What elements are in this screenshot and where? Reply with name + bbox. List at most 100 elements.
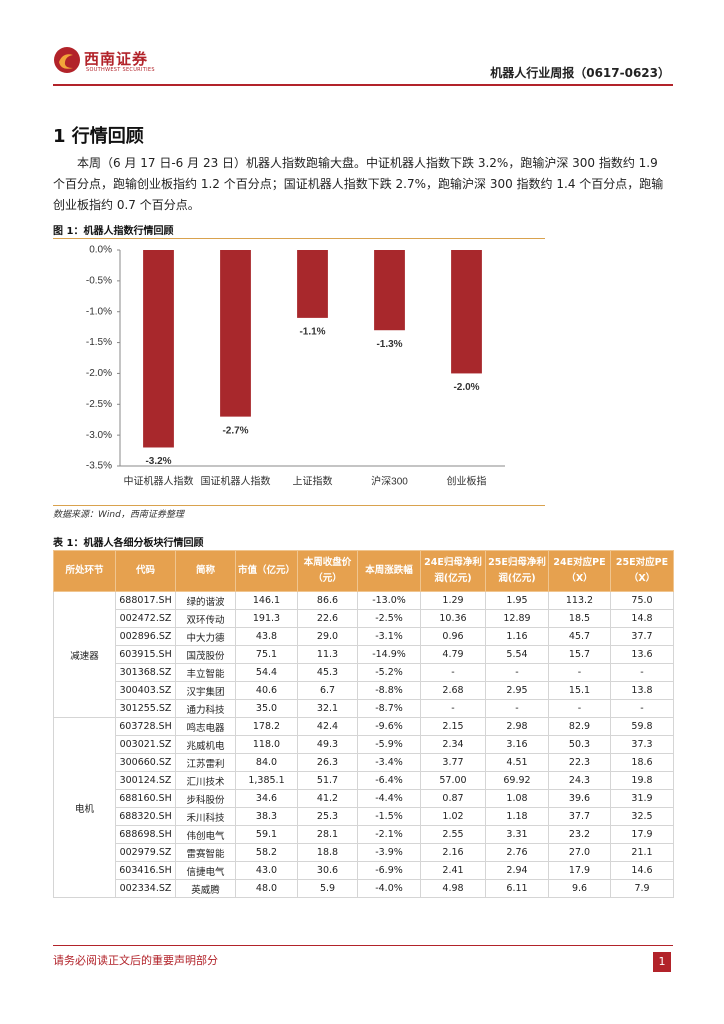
table-cell: 301255.SZ xyxy=(115,699,176,718)
table-cell: -6.9% xyxy=(357,861,421,880)
table-cell: 002334.SZ xyxy=(115,879,176,898)
table-cell: -1.5% xyxy=(357,807,421,826)
table-cell: 37.7 xyxy=(548,807,611,826)
table-cell: 37.3 xyxy=(610,735,674,754)
table-cell: 14.8 xyxy=(610,609,674,628)
table-cell: 688320.SH xyxy=(115,807,176,826)
section-heading: 1 行情回顾 xyxy=(53,126,144,147)
table-cell: -3.9% xyxy=(357,843,421,862)
table-cell: -8.8% xyxy=(357,681,421,700)
table-cell: 10.36 xyxy=(420,609,486,628)
table-row: 688160.SH 步科股份 34.6 41.2 -4.4% 0.87 1.08 39.6 31… xyxy=(54,789,674,808)
value-label: -2.0% xyxy=(453,382,479,393)
bar xyxy=(220,250,251,417)
table-cell: 17.9 xyxy=(548,861,611,880)
table-cell: 15.1 xyxy=(548,681,611,700)
table-cell: 1.29 xyxy=(420,591,486,610)
y-tick-label: -3.5% xyxy=(86,461,112,472)
table-cell: 14.6 xyxy=(610,861,674,880)
y-tick-label: -2.0% xyxy=(86,368,112,379)
table-cell: 15.7 xyxy=(548,645,611,664)
table-cell: 11.3 xyxy=(297,645,358,664)
table-cell: 002979.SZ xyxy=(115,843,176,862)
table-cell: - xyxy=(420,699,486,718)
y-tick-label: -2.5% xyxy=(86,399,112,410)
table-cell: 191.3 xyxy=(235,609,298,628)
caption-rule xyxy=(53,238,545,239)
y-tick-label: -1.0% xyxy=(86,306,112,317)
table-cell: 57.00 xyxy=(420,771,486,790)
table-row: 002896.SZ 中大力德 43.8 29.0 -3.1% 0.96 1.16 45.7 37… xyxy=(54,627,674,646)
table-cell: 75.0 xyxy=(610,591,674,610)
table-row: 603915.SH 国茂股份 75.1 11.3 -14.9% 4.79 5.54 15.7 1… xyxy=(54,645,674,664)
table-cell: 43.8 xyxy=(235,627,298,646)
header-cell: 市值（亿元） xyxy=(235,550,298,592)
table-cell: 49.3 xyxy=(297,735,358,754)
y-tick-label: 0.0% xyxy=(89,245,112,256)
table-cell: 003021.SZ xyxy=(115,735,176,754)
table-cell: 42.4 xyxy=(297,717,358,736)
table-row: 688320.SH 禾川科技 38.3 25.3 -1.5% 1.02 1.18 37.7 32… xyxy=(54,807,674,826)
table-cell: - xyxy=(485,663,549,682)
table-cell: 5.54 xyxy=(485,645,549,664)
table-cell: 双环传动 xyxy=(175,609,236,628)
table-cell: 82.9 xyxy=(548,717,611,736)
table-cell: -9.6% xyxy=(357,717,421,736)
x-tick-label: 中证机器人指数 xyxy=(124,475,194,488)
table-cell: 18.6 xyxy=(610,753,674,772)
table-cell: 41.2 xyxy=(297,789,358,808)
table-cell: 28.1 xyxy=(297,825,358,844)
table-cell: 32.1 xyxy=(297,699,358,718)
table-cell: -4.0% xyxy=(357,879,421,898)
segment-cell: 电机 xyxy=(53,717,116,898)
table-cell: 146.1 xyxy=(235,591,298,610)
table-row: 减速器 688017.SH 绿的谐波 146.1 86.6 -13.0% 1.29 1.95 1… xyxy=(53,591,674,718)
x-tick-label: 创业板指 xyxy=(447,475,487,488)
header-cell: 25E归母净利润(亿元) xyxy=(485,550,549,592)
table-row: 002334.SZ 英威腾 48.0 5.9 -4.0% 4.98 6.11 9.6 7.9 xyxy=(54,879,674,898)
table-row: 301255.SZ 通力科技 35.0 32.1 -8.7% - - - - xyxy=(54,699,674,718)
table-cell: 江苏雷利 xyxy=(175,753,236,772)
table-cell: - xyxy=(548,699,611,718)
value-label: -1.3% xyxy=(376,339,402,350)
table-cell: 22.3 xyxy=(548,753,611,772)
header-cell: 本周涨跌幅 xyxy=(357,550,421,592)
table-cell: 23.2 xyxy=(548,825,611,844)
table-cell: 2.94 xyxy=(485,861,549,880)
table-cell: 118.0 xyxy=(235,735,298,754)
table-cell: 300403.SZ xyxy=(115,681,176,700)
table-cell: 通力科技 xyxy=(175,699,236,718)
table-cell: 43.0 xyxy=(235,861,298,880)
footer-notice: 请务必阅读正文后的重要声明部分 xyxy=(53,954,218,967)
table-cell: 54.4 xyxy=(235,663,298,682)
table-cell: 绿的谐波 xyxy=(175,591,236,610)
y-tick-label: -0.5% xyxy=(86,275,112,286)
table-cell: 688160.SH xyxy=(115,789,176,808)
table-cell: 2.55 xyxy=(420,825,486,844)
table-cell: 2.68 xyxy=(420,681,486,700)
table-cell: 信捷电气 xyxy=(175,861,236,880)
table-cell: 1.02 xyxy=(420,807,486,826)
x-tick-label: 国证机器人指数 xyxy=(201,475,271,488)
table-cell: 69.92 xyxy=(485,771,549,790)
table-cell: 雷赛智能 xyxy=(175,843,236,862)
table-cell: 688698.SH xyxy=(115,825,176,844)
source-note: 数据来源：Wind，西南证券整理 xyxy=(53,510,184,520)
table-cell: 37.7 xyxy=(610,627,674,646)
paragraph: 本周（6 月 17 日-6 月 23 日）机器人指数跑输大盘。中证机器人指数下跌… xyxy=(53,156,664,212)
table-cell: 21.1 xyxy=(610,843,674,862)
table-cell: 3.16 xyxy=(485,735,549,754)
table-cell: -5.2% xyxy=(357,663,421,682)
bar xyxy=(374,250,405,331)
table-cell: 40.6 xyxy=(235,681,298,700)
table-cell: 45.3 xyxy=(297,663,358,682)
table-cell: 32.5 xyxy=(610,807,674,826)
table-cell: 3.77 xyxy=(420,753,486,772)
table-cell: 603416.SH xyxy=(115,861,176,880)
table-cell: 59.8 xyxy=(610,717,674,736)
table-row: 300124.SZ 汇川技术 1,385.1 51.7 -6.4% 57.00 69.92 2… xyxy=(54,771,674,790)
table-cell: -6.4% xyxy=(357,771,421,790)
table-cell: 步科股份 xyxy=(175,789,236,808)
table-cell: 48.0 xyxy=(235,879,298,898)
